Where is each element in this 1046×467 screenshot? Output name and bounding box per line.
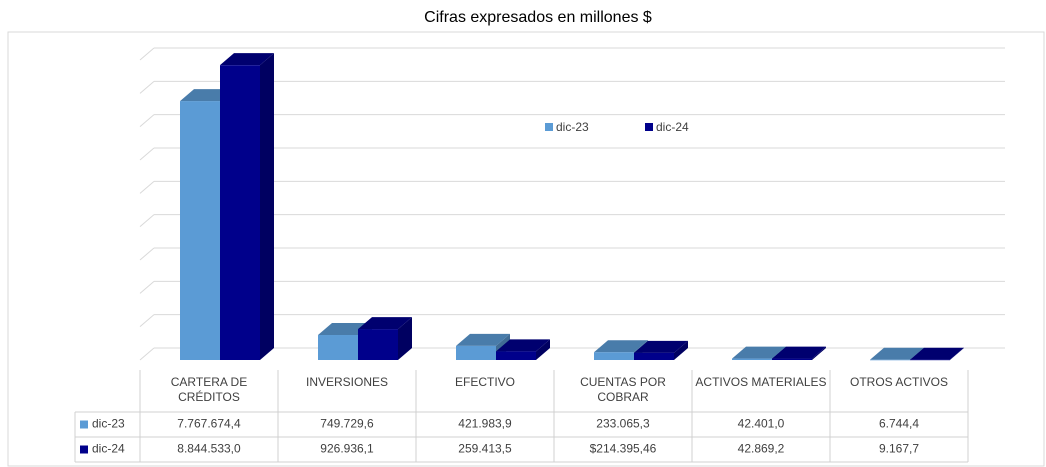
x-tick-label: CARTERA DE CRÉDITOS bbox=[170, 375, 248, 404]
table-value: 926.936,1 bbox=[320, 442, 374, 456]
table-value: 233.065,3 bbox=[596, 417, 650, 431]
category-cell: EFECTIVO bbox=[454, 375, 515, 389]
table-legend-swatch bbox=[80, 445, 88, 454]
bar-top bbox=[870, 347, 924, 360]
grid-side bbox=[139, 314, 155, 328]
x-tick-label: ACTIVOS MATERIALES bbox=[695, 375, 827, 389]
x-tick-label: OTROS ACTIVOS bbox=[849, 375, 948, 389]
table-value: 7.767.674,4 bbox=[177, 417, 241, 431]
chart-title: Cifras expresados en millones $ bbox=[424, 9, 652, 26]
legend-label: dic-23 bbox=[556, 120, 589, 134]
table-value: $214.395,46 bbox=[590, 442, 657, 456]
category-cell: CARTERA DE CRÉDITOS bbox=[170, 375, 248, 404]
table-value: 749.729,6 bbox=[320, 417, 374, 431]
bar bbox=[180, 101, 220, 361]
table-value: 9.167,7 bbox=[879, 442, 919, 456]
table-series-label: dic-24 bbox=[92, 442, 125, 456]
grid-side bbox=[139, 147, 155, 161]
grid-side bbox=[139, 114, 155, 128]
bar-top bbox=[910, 347, 964, 360]
bar-top bbox=[772, 346, 826, 359]
bar-top bbox=[634, 340, 688, 353]
table-series-label: dic-23 bbox=[92, 417, 125, 431]
bar-side bbox=[950, 347, 964, 360]
category-cell: OTROS ACTIVOS bbox=[849, 375, 948, 389]
bar-side bbox=[536, 339, 550, 360]
table-value: 6.744,4 bbox=[879, 417, 919, 431]
grid-side bbox=[139, 80, 155, 94]
table-value: 42.401,0 bbox=[738, 417, 785, 431]
grid-side bbox=[139, 247, 155, 261]
table-legend-swatch bbox=[80, 420, 88, 429]
x-tick-label: INVERSIONES bbox=[305, 375, 389, 389]
bar bbox=[772, 358, 812, 360]
legend-label: dic-24 bbox=[656, 120, 689, 134]
bar bbox=[870, 359, 910, 361]
bar-side bbox=[674, 340, 688, 360]
table-value: 421.983,9 bbox=[458, 417, 512, 431]
bar-top bbox=[594, 340, 648, 353]
grid-side bbox=[139, 214, 155, 228]
category-cell: ACTIVOS MATERIALES bbox=[695, 375, 827, 389]
bar-side bbox=[260, 53, 274, 361]
bar bbox=[634, 352, 674, 360]
bar bbox=[496, 351, 536, 360]
category-cell: CUENTAS POR COBRAR bbox=[580, 375, 666, 404]
grid-side bbox=[139, 347, 155, 361]
legend-swatch bbox=[545, 123, 553, 131]
category-cell: INVERSIONES bbox=[305, 375, 389, 389]
bar bbox=[358, 329, 398, 360]
bar-side bbox=[812, 346, 826, 360]
bar bbox=[220, 65, 260, 360]
x-tick-label: EFECTIVO bbox=[454, 375, 515, 389]
bar bbox=[456, 345, 496, 360]
bar bbox=[594, 352, 634, 360]
table-value: 42.869,2 bbox=[738, 442, 785, 456]
bar-top bbox=[732, 346, 786, 359]
bar bbox=[318, 335, 358, 360]
grid-side bbox=[139, 280, 155, 294]
bar-top bbox=[220, 53, 274, 66]
bar-top bbox=[456, 333, 510, 346]
chart-border bbox=[7, 31, 1045, 467]
legend-swatch bbox=[645, 123, 653, 131]
table-value: 8.844.533,0 bbox=[177, 442, 241, 456]
bar-top bbox=[496, 339, 550, 352]
grid-side bbox=[139, 180, 155, 194]
x-tick-label: CUENTAS POR COBRAR bbox=[580, 375, 666, 404]
grid-side bbox=[139, 47, 155, 61]
bar bbox=[732, 358, 772, 360]
table-value: 259.413,5 bbox=[458, 442, 512, 456]
bar-side bbox=[398, 317, 412, 360]
bar-top bbox=[358, 317, 412, 330]
bar bbox=[910, 359, 950, 361]
